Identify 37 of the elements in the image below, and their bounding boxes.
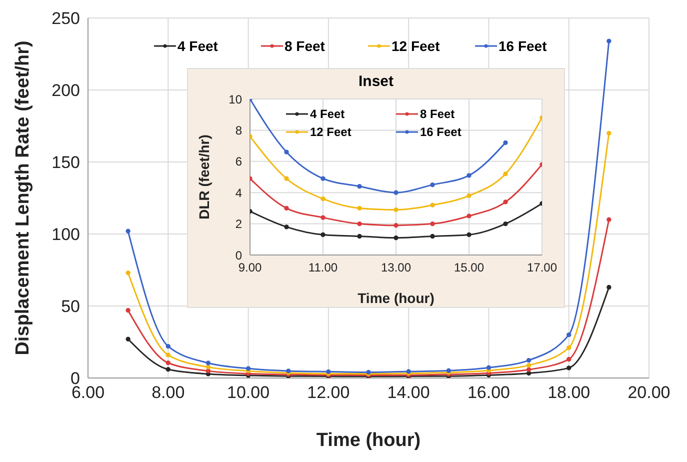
y-tick-label: 250	[52, 9, 80, 28]
x-tick-label: 18.00	[548, 383, 590, 402]
legend-label: 16 Feet	[498, 38, 547, 54]
y-tick-label: 200	[52, 81, 80, 100]
y-tick-label: 4	[235, 186, 242, 200]
y-tick-label: 100	[52, 225, 80, 244]
legend-label: 16 Feet	[420, 125, 462, 139]
legend-label: 12 Feet	[310, 125, 352, 139]
x-tick-label: 20.00	[628, 383, 670, 402]
x-axis-title: Time (hour)	[358, 290, 434, 306]
x-tick-label: 14.00	[387, 383, 430, 402]
x-tick-label: 8.00	[152, 383, 185, 402]
x-tick-label: 16.00	[467, 383, 510, 402]
y-tick-label: 0	[235, 248, 242, 262]
legend-label: 8 Feet	[284, 38, 325, 54]
x-tick-label: 10.00	[227, 383, 270, 402]
y-tick-label: 6	[235, 154, 242, 169]
y-axis-title: Displacement Length Rate (feet/hr)	[12, 40, 34, 356]
x-tick-label: 9.00	[238, 260, 262, 275]
x-tick-label: 11.00	[308, 260, 338, 275]
x-tick-label: 13.00	[380, 260, 412, 275]
y-tick-label: 8	[235, 123, 242, 138]
legend-label: 4 Feet	[178, 38, 218, 54]
legend-label: 8 Feet	[420, 107, 455, 121]
y-tick-label: 2	[235, 217, 242, 232]
x-tick-label: 17.00	[526, 260, 558, 275]
y-tick-label: 150	[52, 153, 80, 172]
chart-title: Inset	[357, 73, 394, 90]
x-tick-label: 6.00	[71, 383, 105, 402]
y-tick-label: 50	[61, 297, 80, 316]
x-tick-label: 15.00	[454, 260, 484, 275]
legend-label: 4 Feet	[310, 107, 345, 121]
x-axis-title: Time (hour)	[316, 430, 421, 451]
legend-label: 12 Feet	[392, 38, 440, 54]
y-tick-label: 10	[228, 92, 242, 106]
x-tick-label: 12.00	[307, 383, 350, 402]
y-axis-title: DLR (feet/hr)	[196, 134, 212, 220]
